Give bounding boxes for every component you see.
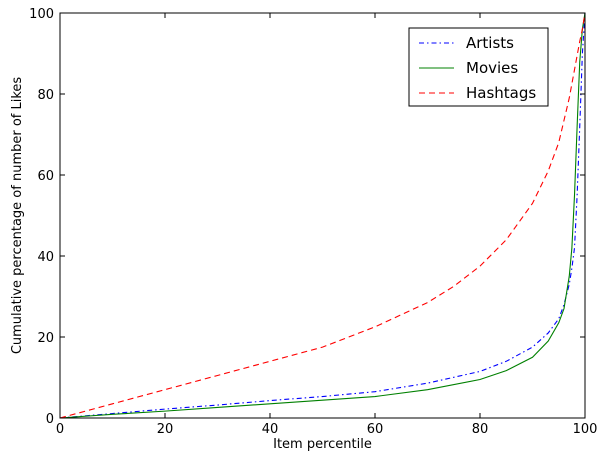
x-axis-label: Item percentile xyxy=(273,437,372,451)
x-tick-label: 100 xyxy=(573,422,597,437)
y-tick-label: 100 xyxy=(29,7,54,22)
y-tick-label: 80 xyxy=(37,88,54,103)
x-tick-label: 20 xyxy=(157,422,174,437)
y-axis-label: Cumulative percentage of number of Likes xyxy=(10,77,25,355)
ticks-layer: 0 20 40 60 80 100 0 20 40 60 80 100 xyxy=(29,7,597,437)
legend-label-hashtags: Hashtags xyxy=(466,84,536,102)
legend: Artists Movies Hashtags xyxy=(408,27,549,107)
series-line-artists xyxy=(59,12,586,419)
series-layer xyxy=(59,12,586,419)
y-tick-label: 60 xyxy=(37,169,54,184)
x-tick-label: 0 xyxy=(56,422,64,437)
series-line-hashtags xyxy=(59,12,586,419)
series-line-movies xyxy=(59,12,586,419)
y-tick-label: 40 xyxy=(37,250,54,265)
x-tick-label: 80 xyxy=(472,422,489,437)
x-tick-label: 40 xyxy=(262,422,279,437)
y-tick-label: 20 xyxy=(37,331,54,346)
legend-label-artists: Artists xyxy=(466,34,514,52)
plot-frame xyxy=(59,12,586,419)
x-tick-label: 60 xyxy=(367,422,384,437)
y-tick-label: 0 xyxy=(46,412,54,427)
legend-label-movies: Movies xyxy=(466,59,518,77)
